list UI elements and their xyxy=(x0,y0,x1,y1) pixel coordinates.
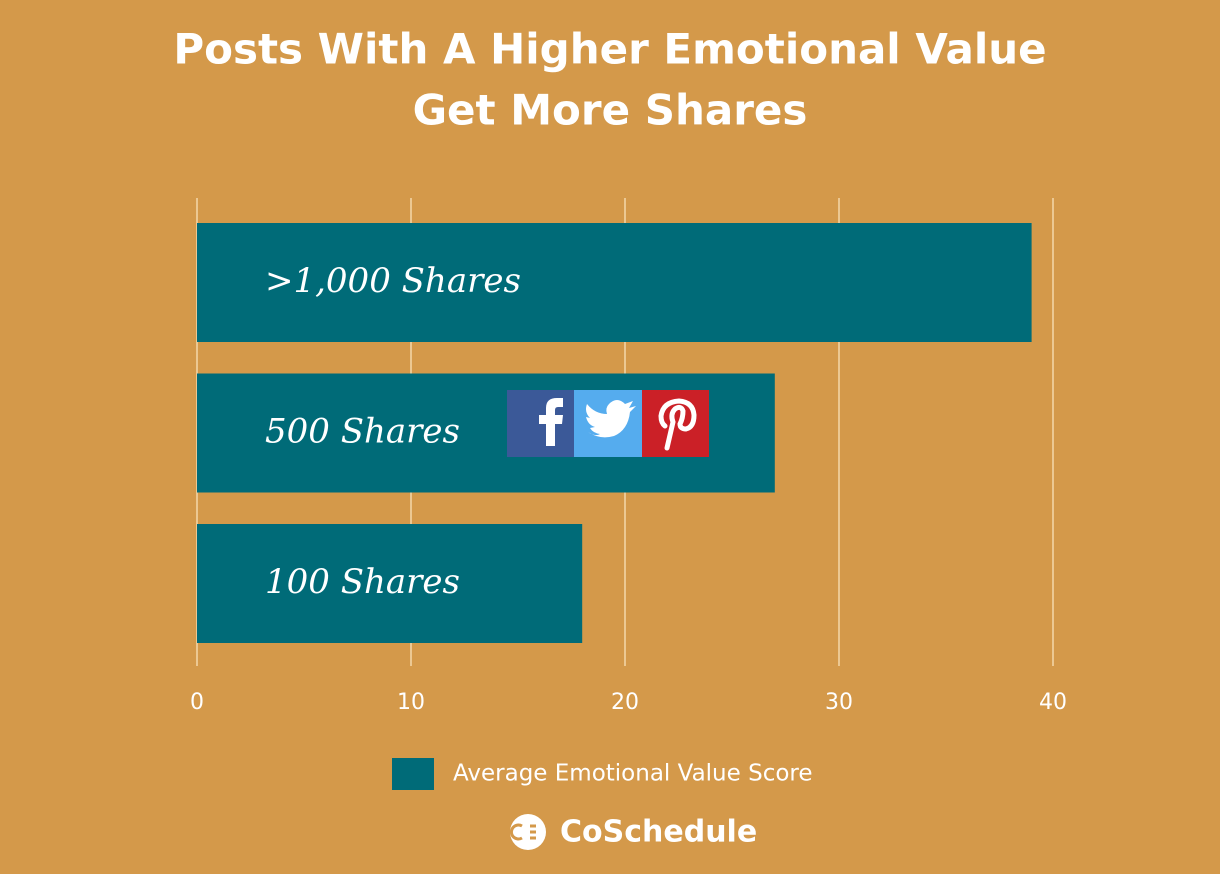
bar xyxy=(197,524,583,643)
category-label: 100 Shares xyxy=(265,562,460,602)
chart-title: Posts With A Higher Emotional Value xyxy=(173,25,1046,74)
share-buttons[interactable] xyxy=(507,390,709,457)
brand-logo xyxy=(510,814,546,850)
x-tick-label: 20 xyxy=(611,690,639,715)
brand-logo-mark xyxy=(509,823,536,841)
brand-name: CoSchedule xyxy=(560,815,757,850)
x-tick-label: 0 xyxy=(190,690,204,715)
chart-title: Get More Shares xyxy=(413,86,808,135)
bar xyxy=(197,223,1032,342)
x-tick-label: 40 xyxy=(1039,690,1067,715)
category-label: 500 Shares xyxy=(265,412,460,452)
legend-swatch xyxy=(392,758,434,790)
x-tick-label: 30 xyxy=(825,690,853,715)
twitter-icon xyxy=(586,400,636,438)
pinterest-icon xyxy=(658,398,697,451)
x-tick-label: 10 xyxy=(397,690,425,715)
legend-label: Average Emotional Value Score xyxy=(453,761,813,787)
facebook-icon xyxy=(539,398,563,446)
category-label: >1,000 Shares xyxy=(265,261,521,301)
